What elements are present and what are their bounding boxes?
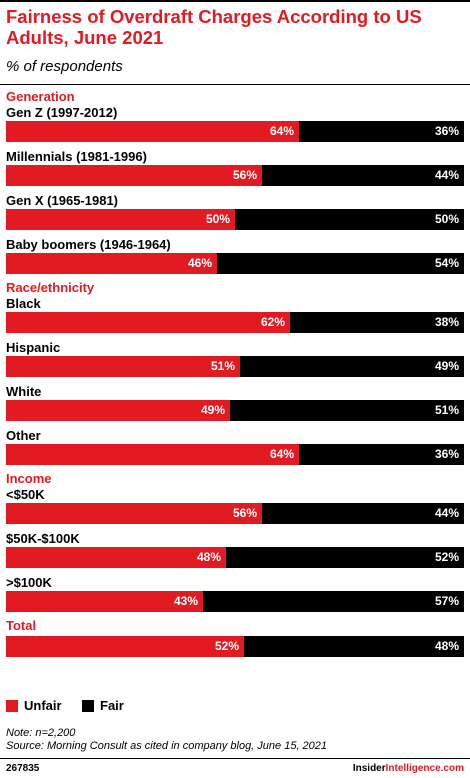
notes: Note: n=2,200 Source: Morning Consult as… <box>6 727 327 753</box>
data-label-fair: 51% <box>434 403 459 417</box>
group-label: Total <box>6 618 37 633</box>
row-label: White <box>6 384 42 399</box>
subtitle-rule <box>0 84 470 85</box>
brand-prefix: Insider <box>352 763 386 774</box>
group-label: Income <box>6 471 52 486</box>
data-label-fair: 52% <box>434 550 459 564</box>
data-label-unfair: 62% <box>260 315 285 329</box>
legend-item-fair: Fair <box>82 698 124 713</box>
bar-segment-unfair <box>6 636 244 657</box>
bar-segment-unfair <box>6 165 262 186</box>
data-label-fair: 50% <box>434 212 459 226</box>
row-label: Gen X (1965-1981) <box>6 193 119 208</box>
data-label-fair: 36% <box>434 124 459 138</box>
row-label: $50K-$100K <box>6 531 80 546</box>
data-label-unfair: 52% <box>214 639 239 653</box>
legend-label-unfair: Unfair <box>24 698 62 713</box>
bar-segment-fair <box>203 591 464 612</box>
data-label-unfair: 56% <box>232 168 257 182</box>
data-label-unfair: 51% <box>210 359 235 373</box>
bar-segment-fair <box>262 165 464 186</box>
bar-segment-unfair <box>6 121 299 142</box>
data-label-unfair: 46% <box>187 256 212 270</box>
bar-segment-fair <box>230 400 464 421</box>
bar-segment-fair <box>226 547 464 568</box>
bar-segment-unfair <box>6 209 235 230</box>
chart-title: Fairness of Overdraft Charges According … <box>6 6 422 48</box>
chart-subtitle: % of respondents <box>6 58 123 75</box>
data-label-fair: 36% <box>434 447 459 461</box>
data-label-unfair: 56% <box>232 506 257 520</box>
data-label-unfair: 48% <box>196 550 221 564</box>
row-label: Hispanic <box>6 340 61 355</box>
brand-suffix: Intelligence.com <box>385 763 464 774</box>
data-label-fair: 44% <box>434 168 459 182</box>
row-label: Black <box>6 296 41 311</box>
row-label: Baby boomers (1946-1964) <box>6 237 171 252</box>
data-label-fair: 48% <box>434 639 459 653</box>
bar-segment-fair <box>244 636 464 657</box>
bar-segment-fair <box>240 356 464 377</box>
data-label-fair: 54% <box>434 256 459 270</box>
legend-swatch-unfair <box>6 699 18 712</box>
bar-segment-fair <box>217 253 464 274</box>
brand-logo: InsiderIntelligence.com <box>353 763 464 774</box>
bar-segment-unfair <box>6 503 262 524</box>
group-label: Generation <box>6 89 75 104</box>
data-label-fair: 57% <box>434 594 459 608</box>
bottom-rule <box>0 758 470 759</box>
bar-segment-fair <box>290 312 464 333</box>
data-label-fair: 44% <box>434 506 459 520</box>
top-rule <box>0 0 470 2</box>
source-text: Source: Morning Consult as cited in comp… <box>6 740 328 752</box>
row-label: <$50K <box>6 487 45 502</box>
bar-segment-fair <box>299 444 464 465</box>
bar-segment-fair <box>262 503 464 524</box>
legend-swatch-fair <box>82 699 94 712</box>
bar-segment-unfair <box>6 591 203 612</box>
row-label: Millennials (1981-1996) <box>6 149 147 164</box>
bar-segment-unfair <box>6 312 290 333</box>
data-label-unfair: 43% <box>173 594 198 608</box>
data-label-fair: 38% <box>434 315 459 329</box>
bar-segment-unfair <box>6 547 226 568</box>
bar-segment-fair <box>299 121 464 142</box>
bar-segment-unfair <box>6 400 230 421</box>
data-label-unfair: 49% <box>200 403 225 417</box>
bar-segment-fair <box>235 209 464 230</box>
data-label-fair: 49% <box>434 359 459 373</box>
legend-label-fair: Fair <box>100 698 124 713</box>
group-label: Race/ethnicity <box>6 280 95 295</box>
data-label-unfair: 64% <box>269 447 294 461</box>
row-label: >$100K <box>6 575 52 590</box>
data-label-unfair: 64% <box>269 124 294 138</box>
bar-segment-unfair <box>6 253 217 274</box>
bar-segment-unfair <box>6 444 299 465</box>
bar-segment-unfair <box>6 356 240 377</box>
note-text: Note: n=2,200 <box>6 727 76 739</box>
data-label-unfair: 50% <box>205 212 230 226</box>
chart-id: 267835 <box>6 763 40 774</box>
row-label: Other <box>6 428 41 443</box>
legend-item-unfair: Unfair <box>6 698 62 713</box>
row-label: Gen Z (1997-2012) <box>6 105 118 120</box>
